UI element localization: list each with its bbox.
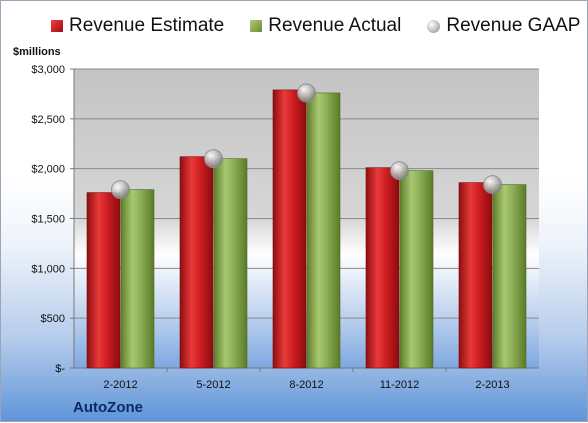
company-label: AutoZone — [73, 399, 143, 416]
legend-label-gaap: Revenue GAAP — [446, 15, 581, 36]
bar-revenue-actual — [492, 184, 527, 369]
bar-revenue-actual — [213, 158, 248, 369]
legend-item-actual: Revenue Actual — [250, 15, 401, 37]
legend-label-actual: Revenue Actual — [268, 15, 402, 36]
y-axis-unit-label: $millions — [13, 46, 61, 58]
legend-swatch-estimate — [51, 20, 63, 32]
x-tick-label: 11-2012 — [380, 379, 420, 391]
x-tick-label: 2-2013 — [475, 379, 509, 391]
y-tick-label: $1,000 — [31, 263, 65, 275]
marker-revenue-gaap — [390, 161, 409, 181]
y-tick-label: $2,000 — [31, 164, 65, 176]
marker-revenue-gaap — [111, 180, 130, 199]
y-tick-label: $500 — [41, 313, 65, 325]
bar-revenue-actual — [306, 92, 341, 369]
bar-revenue-estimate — [458, 182, 493, 369]
bar-revenue-estimate — [86, 192, 121, 369]
bar-revenue-estimate — [272, 89, 307, 369]
y-tick-label: $3,000 — [31, 64, 65, 76]
marker-revenue-gaap — [483, 175, 502, 195]
y-tick-label: $2,500 — [31, 114, 65, 126]
x-tick-label: 5-2012 — [196, 379, 230, 391]
legend-swatch-gaap — [427, 19, 441, 33]
legend-item-gaap: Revenue GAAP — [427, 15, 580, 37]
marker-revenue-gaap — [204, 149, 223, 169]
legend-item-estimate: Revenue Estimate — [51, 15, 224, 37]
x-tick-label: 8-2012 — [289, 379, 323, 391]
bar-revenue-estimate — [365, 167, 400, 369]
legend: Revenue Estimate Revenue Actual Revenue … — [51, 15, 580, 37]
bar-revenue-actual — [120, 189, 155, 369]
bar-revenue-estimate — [179, 156, 214, 369]
y-tick-label: $1,500 — [31, 214, 65, 226]
y-tick-label: $- — [55, 363, 65, 375]
bar-revenue-actual — [399, 170, 434, 369]
legend-label-estimate: Revenue Estimate — [69, 15, 225, 36]
marker-revenue-gaap — [297, 83, 316, 103]
x-tick-label: 2-2012 — [103, 379, 137, 391]
legend-swatch-actual — [250, 20, 263, 32]
